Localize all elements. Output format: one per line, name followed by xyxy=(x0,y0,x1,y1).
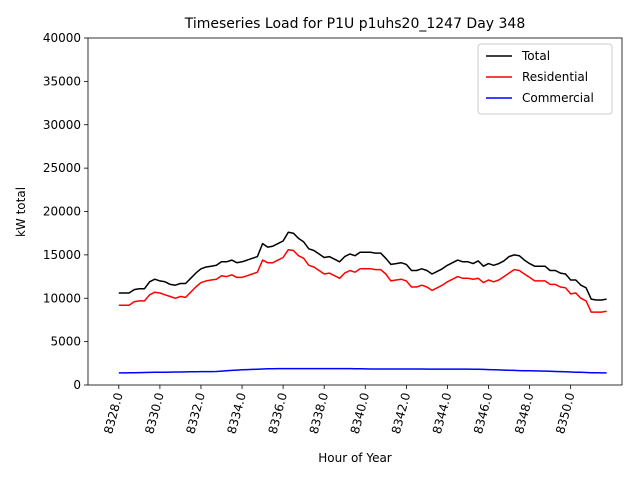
legend-label: Residential xyxy=(522,70,588,84)
y-axis-label: kW total xyxy=(14,187,28,237)
chart-title: Timeseries Load for P1U p1uhs20_1247 Day… xyxy=(184,16,526,32)
y-tick-label: 40000 xyxy=(43,31,81,45)
y-tick-label: 35000 xyxy=(43,74,81,88)
y-tick-label: 5000 xyxy=(50,335,81,349)
legend-label: Commercial xyxy=(522,91,594,105)
legend-label: Total xyxy=(521,49,550,63)
y-tick-label: 15000 xyxy=(43,248,81,262)
series-line-residential xyxy=(118,248,607,313)
legend: Total Residential Commercial xyxy=(477,43,613,115)
series-line-total xyxy=(118,231,607,301)
y-tick-label: 25000 xyxy=(43,161,81,175)
y-tick-label: 0 xyxy=(73,378,81,392)
y-tick-label: 10000 xyxy=(43,291,81,305)
y-tick-label: 30000 xyxy=(43,118,81,132)
axes-frame xyxy=(87,37,623,386)
x-axis-label: Hour of Year xyxy=(318,451,392,465)
legend-box xyxy=(477,43,613,115)
y-tick-label: 20000 xyxy=(43,205,81,219)
series-line-commercial xyxy=(118,367,607,374)
